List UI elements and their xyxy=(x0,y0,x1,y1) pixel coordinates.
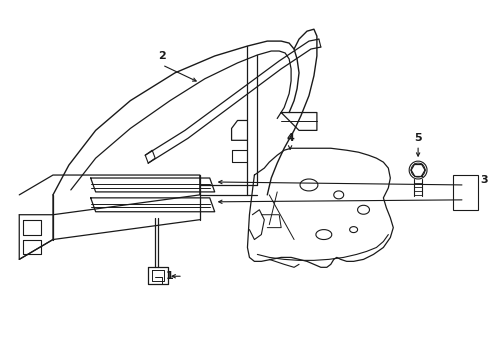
Text: 3: 3 xyxy=(480,175,488,185)
Text: 4: 4 xyxy=(285,133,293,143)
Text: 5: 5 xyxy=(413,133,421,143)
Bar xyxy=(452,175,477,210)
Text: 2: 2 xyxy=(158,51,165,61)
Text: 1: 1 xyxy=(166,271,174,281)
